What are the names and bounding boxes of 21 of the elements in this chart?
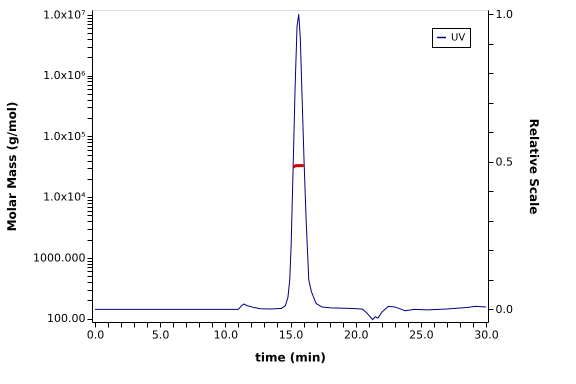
y-tick-label: 100.00 (47, 312, 86, 326)
y2-tick-label: 0.5 (496, 155, 513, 168)
y2-axis-title: Relative Scale (526, 118, 541, 214)
y2-tick-label: 0.0 (496, 302, 513, 316)
x-tick-label: 15.0 (278, 328, 304, 342)
x-tick-label: 25.0 (409, 328, 434, 342)
y2-tick-label: 1.0 (496, 8, 513, 21)
x-tick-label: 5.0 (152, 328, 170, 342)
legend-label: UV (451, 32, 466, 44)
y-tick-label: 1.0x10⁵ (43, 130, 86, 143)
x-axis-title: time (min) (255, 350, 326, 364)
x-tick-label: 20.0 (344, 328, 368, 342)
y-axis-title: Molar Mass (g/mol) (5, 102, 20, 232)
y-tick-label: 1000.000 (33, 251, 86, 264)
y-tick-label: 1.0x10⁶ (43, 69, 86, 82)
y-tick-label: 1.0x10⁷ (43, 8, 86, 22)
x-tick-label: 30.0 (474, 328, 499, 342)
x-tick-label: 10.0 (214, 328, 238, 342)
x-tick-label: 0.0 (86, 328, 104, 342)
y-tick-label: 1.0x10⁴ (43, 190, 86, 204)
line-series (94, 14, 487, 320)
